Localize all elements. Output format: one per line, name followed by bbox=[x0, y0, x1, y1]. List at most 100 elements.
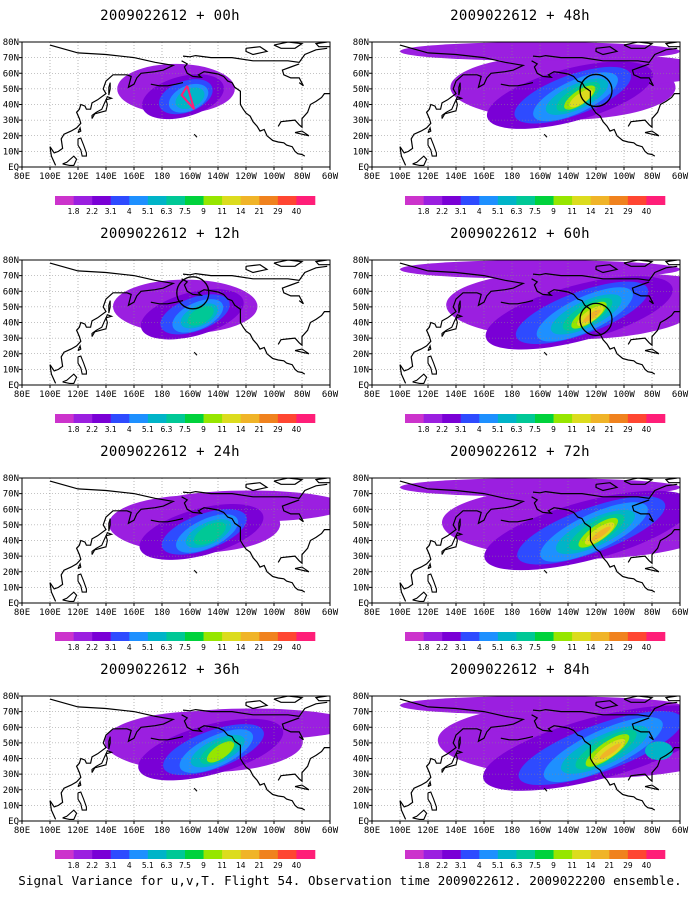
island-outline bbox=[458, 736, 461, 750]
variance-contour bbox=[591, 526, 611, 541]
colorbar-swatch bbox=[92, 196, 112, 205]
y-tick-label: 70N bbox=[3, 708, 19, 718]
colorbar-swatch bbox=[442, 632, 462, 641]
x-tick-label: 160E bbox=[473, 608, 495, 618]
island-outline bbox=[294, 784, 310, 791]
x-tick-label: 160E bbox=[123, 390, 145, 400]
panel-12h: 2009022612 + 12h 80E 100E 120E 140E 160E 180 1… bbox=[0, 218, 340, 434]
colorbar-swatch bbox=[73, 632, 93, 641]
island-outline bbox=[441, 750, 464, 773]
island-outline bbox=[427, 780, 432, 788]
colorbar-label: 9 bbox=[201, 425, 206, 434]
panel-title: 2009022612 + 12h bbox=[100, 226, 240, 242]
coastline bbox=[281, 281, 304, 305]
x-tick-label: 80E bbox=[14, 172, 30, 182]
x-tick-label: 80E bbox=[364, 172, 380, 182]
colorbar-swatch bbox=[73, 850, 93, 859]
colorbar-swatch bbox=[129, 196, 149, 205]
island-outline bbox=[427, 344, 432, 352]
y-tick-label: 80N bbox=[353, 692, 369, 702]
x-tick-label: 180 bbox=[154, 172, 170, 182]
colorbar-label: 6.3 bbox=[160, 643, 172, 652]
coastline bbox=[532, 47, 678, 63]
colorbar-label: 4 bbox=[477, 861, 482, 870]
colorbar-label: 1.8 bbox=[418, 643, 430, 652]
x-tick-label: 100E bbox=[39, 390, 61, 400]
colorbar-swatch bbox=[129, 850, 149, 859]
colorbar-label: 14 bbox=[586, 861, 596, 870]
y-tick-label: EQ bbox=[8, 381, 19, 391]
colorbar-swatch bbox=[110, 414, 130, 423]
y-tick-label: 20N bbox=[3, 568, 19, 578]
panel-title: 2009022612 + 48h bbox=[450, 8, 590, 24]
island-outline bbox=[62, 809, 78, 820]
x-tick-label: 140W bbox=[207, 172, 229, 182]
x-tick-label: 60W bbox=[322, 390, 339, 400]
colorbar-label: 11 bbox=[217, 861, 227, 870]
y-tick-label: 30N bbox=[3, 334, 19, 344]
colorbar-swatch bbox=[203, 632, 223, 641]
colorbar-swatch bbox=[55, 632, 74, 641]
colorbar-swatch bbox=[277, 850, 297, 859]
variance-map: 80E 100E 120E 140E 160E 180 160W 140W 120W 100W 80… bbox=[3, 692, 339, 836]
island-outline bbox=[193, 133, 198, 138]
y-tick-label: 70N bbox=[3, 272, 19, 282]
colorbar-swatch bbox=[460, 196, 480, 205]
colorbar-label: 29 bbox=[273, 861, 283, 870]
colorbar-label: 6.3 bbox=[510, 425, 522, 434]
colorbar-swatch bbox=[296, 196, 316, 205]
colorbar-swatch bbox=[572, 414, 592, 423]
coastline bbox=[314, 42, 330, 48]
island-outline bbox=[77, 355, 87, 375]
island-outline bbox=[441, 314, 464, 337]
y-tick-label: 50N bbox=[3, 303, 19, 313]
x-tick-label: 100E bbox=[39, 826, 61, 836]
colorbar-swatch bbox=[203, 414, 223, 423]
colorbar-swatch bbox=[535, 632, 554, 641]
colorbar-swatch bbox=[627, 196, 647, 205]
y-tick-label: 20N bbox=[353, 786, 369, 796]
colorbar-label: 11 bbox=[217, 207, 227, 216]
y-tick-label: 40N bbox=[3, 101, 19, 111]
x-tick-label: 80W bbox=[644, 826, 661, 836]
colorbar-label: 3.1 bbox=[105, 207, 117, 216]
x-tick-label: 140E bbox=[445, 172, 467, 182]
colorbar-swatch bbox=[110, 850, 130, 859]
island-outline bbox=[427, 126, 432, 134]
colorbar-label: 1.8 bbox=[68, 425, 80, 434]
x-tick-label: 60W bbox=[672, 390, 689, 400]
colorbar-label: 5.1 bbox=[492, 207, 504, 216]
colorbar-label: 14 bbox=[236, 643, 246, 652]
colorbar: 1.8 2.2 3.1 4 5.1 6.3 7.5 9 11 14 21 29 40 bbox=[55, 414, 316, 434]
colorbar-label: 1.8 bbox=[68, 861, 80, 870]
island-outline bbox=[77, 573, 87, 593]
colorbar-swatch bbox=[572, 850, 592, 859]
colorbar-swatch bbox=[646, 632, 666, 641]
y-tick-label: EQ bbox=[8, 817, 19, 827]
colorbar-label: 9 bbox=[551, 861, 556, 870]
colorbar-label: 3.1 bbox=[455, 425, 467, 434]
y-tick-label: 50N bbox=[3, 85, 19, 95]
island-outline bbox=[412, 591, 428, 602]
coastline bbox=[273, 42, 304, 49]
coastline bbox=[273, 260, 304, 267]
colorbar-label: 6.3 bbox=[160, 207, 172, 216]
coastline bbox=[273, 696, 304, 703]
colorbar-label: 6.3 bbox=[510, 861, 522, 870]
colorbar-label: 4 bbox=[127, 207, 132, 216]
colorbar-swatch bbox=[516, 632, 536, 641]
y-tick-label: 80N bbox=[353, 256, 369, 266]
y-tick-label: 10N bbox=[3, 801, 19, 811]
panel-title: 2009022612 + 72h bbox=[450, 444, 590, 460]
y-tick-label: 80N bbox=[353, 474, 369, 484]
colorbar-label: 29 bbox=[623, 207, 633, 216]
x-tick-label: 120W bbox=[235, 172, 257, 182]
colorbar-swatch bbox=[277, 196, 297, 205]
variance-map: 80E 100E 120E 140E 160E 180 160W 140W 120W 100W 80… bbox=[3, 38, 339, 182]
variance-map: 80E 100E 120E 140E 160E 180 160W 140W 120W 100W 80… bbox=[3, 256, 339, 400]
island-outline bbox=[458, 300, 461, 314]
island-outline bbox=[294, 566, 310, 573]
colorbar-label: 2.2 bbox=[436, 425, 448, 434]
colorbar-swatch bbox=[609, 850, 629, 859]
coastline bbox=[49, 262, 176, 384]
